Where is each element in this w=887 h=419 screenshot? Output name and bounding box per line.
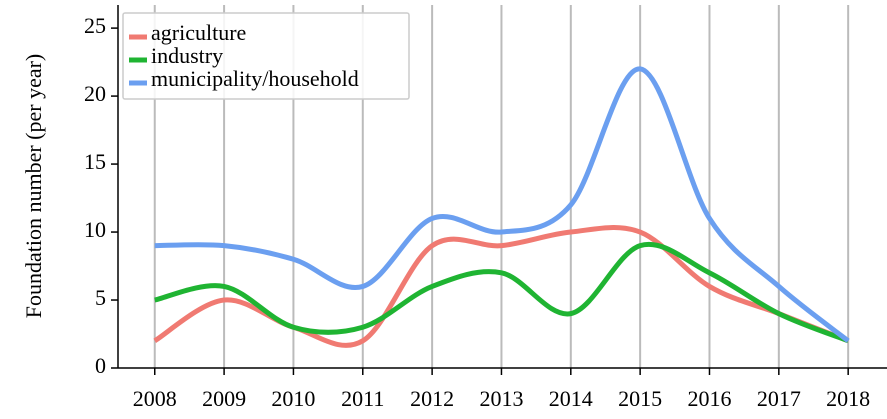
y-tick-label: 15 xyxy=(84,149,106,174)
legend-box xyxy=(122,12,410,100)
legend-label: agriculture xyxy=(151,20,246,45)
line-series xyxy=(154,241,850,344)
x-tick-label: 2008 xyxy=(133,386,177,411)
y-axis-label: Foundation number (per year) xyxy=(21,54,46,319)
y-tick-label: 5 xyxy=(95,285,106,310)
x-tick-label: 2014 xyxy=(549,386,593,411)
y-tick-label: 10 xyxy=(84,217,106,242)
line-series xyxy=(154,66,850,343)
x-tick-label: 2017 xyxy=(757,386,801,411)
legend-label: municipality/household xyxy=(151,66,359,91)
x-tick-label: 2011 xyxy=(341,386,384,411)
x-tick-label: 2015 xyxy=(618,386,662,411)
x-tick-label: 2013 xyxy=(479,386,523,411)
y-tick-label: 25 xyxy=(84,13,106,38)
y-tick-label: 0 xyxy=(95,353,106,378)
x-tick-label: 2009 xyxy=(202,386,246,411)
legend-label: industry xyxy=(151,43,223,68)
x-tick-label: 2016 xyxy=(687,386,731,411)
x-tick-label: 2012 xyxy=(410,386,454,411)
x-tick-label: 2010 xyxy=(271,386,315,411)
x-tick-label: 2018 xyxy=(826,386,870,411)
y-tick-label: 20 xyxy=(84,81,106,106)
